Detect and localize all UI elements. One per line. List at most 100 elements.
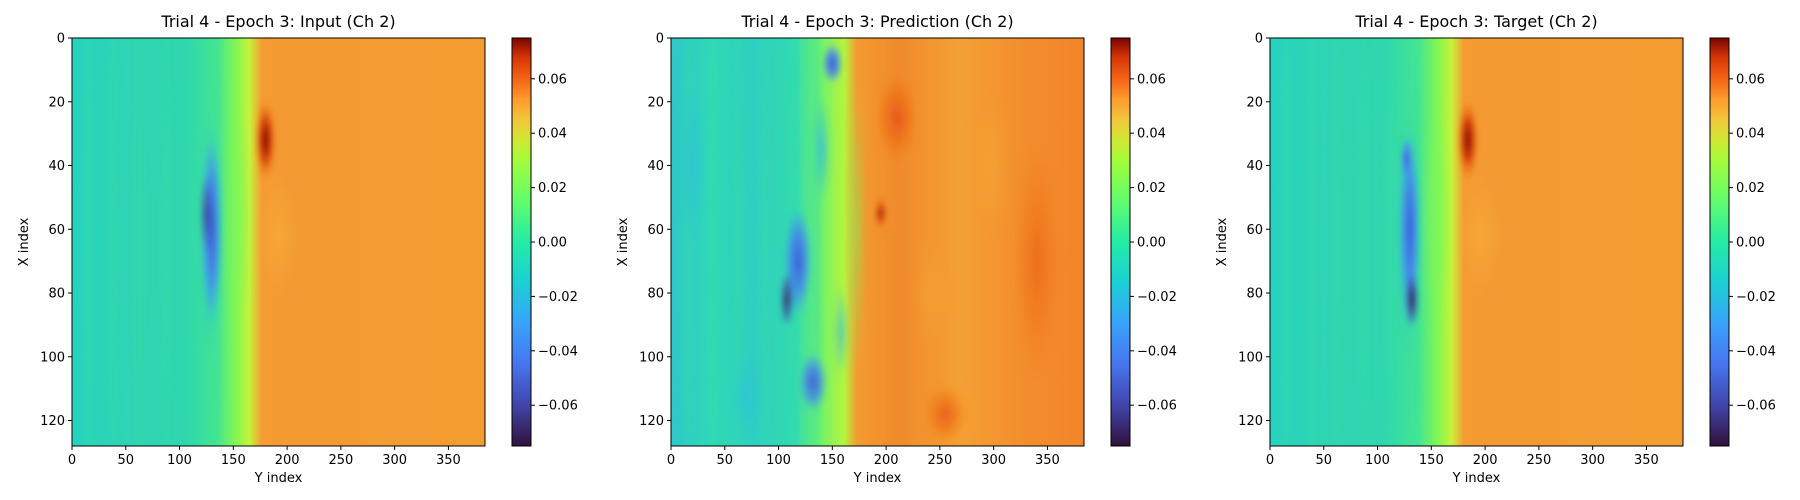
heatmap-panel-3: Trial 4 - Epoch 3: Target (Ch 2) 0 50 100 15…	[1215, 12, 1776, 486]
x-tick-label: 300	[1580, 453, 1605, 468]
colorbar-tick-label: 0.02	[538, 181, 567, 196]
colorbar-tick-label: 0.04	[1137, 127, 1166, 142]
y-tick-label: 60	[1246, 223, 1263, 238]
y-tick-label: 100	[1238, 350, 1263, 365]
field-feature	[707, 38, 718, 446]
colorbar-tick-label: 0.04	[538, 127, 567, 142]
field-feature	[728, 355, 765, 435]
colorbar-tick-label: 0.00	[538, 236, 567, 251]
y-axis-label: X index	[1215, 217, 1230, 266]
plot-frame	[71, 37, 486, 447]
field-feature	[160, 38, 171, 446]
colorbar: 0.06 0.04 0.02 0.00 −0.02 −0.04 −0.06	[1110, 37, 1177, 447]
y-tick-label: 60	[48, 223, 65, 238]
x-tick-label: 100	[766, 453, 791, 468]
x-tick-label: 100	[167, 453, 192, 468]
field-feature	[1306, 38, 1317, 446]
field-feature	[822, 43, 843, 84]
y-tick-label: 120	[40, 414, 65, 429]
x-tick-label: 150	[1419, 453, 1444, 468]
y-tick-label: 80	[48, 287, 65, 302]
y-axis-label: X index	[17, 217, 32, 266]
heatmap-image	[1270, 38, 1683, 446]
y-tick-label: 0	[1255, 32, 1263, 47]
field-feature	[1358, 38, 1369, 446]
field-feature	[832, 283, 849, 380]
y-tick-label: 20	[1246, 95, 1263, 110]
x-tick-label: 0	[1266, 453, 1274, 468]
heatmap-panel-1: Trial 4 - Epoch 3: Input (Ch 2) 0 50 100 150…	[17, 12, 578, 486]
colorbar-tick-label: 0.00	[1736, 236, 1765, 251]
field-feature	[258, 175, 299, 296]
plot-frame	[670, 37, 1085, 447]
field-feature	[186, 38, 197, 446]
colorbar-tick-label: 0.06	[1137, 72, 1166, 87]
x-tick-label: 100	[1365, 453, 1390, 468]
x-tick-label: 50	[717, 453, 734, 468]
heatmap-features	[83, 38, 299, 446]
field-feature	[134, 38, 145, 446]
colorbar-gradient	[511, 37, 532, 447]
colorbar-tick-label: −0.02	[1137, 290, 1177, 305]
field-feature	[874, 197, 887, 230]
x-tick-label: 200	[1473, 453, 1498, 468]
x-tick-label: 0	[667, 453, 675, 468]
field-feature	[1457, 100, 1478, 180]
chart-title: Trial 4 - Epoch 3: Target (Ch 2)	[1354, 12, 1597, 31]
field-feature	[1332, 38, 1343, 446]
colorbar-tick-label: −0.06	[1736, 399, 1776, 414]
field-feature	[1012, 141, 1061, 382]
heatmap-image	[72, 38, 485, 446]
x-tick-label: 50	[1316, 453, 1333, 468]
x-tick-label: 250	[927, 453, 952, 468]
y-tick-label: 0	[57, 32, 65, 47]
x-tick-label: 200	[874, 453, 899, 468]
field-feature	[108, 38, 119, 446]
heatmap-features	[1281, 38, 1501, 446]
x-tick-label: 50	[118, 453, 135, 468]
heatmap-features	[678, 38, 1061, 446]
field-feature	[1460, 175, 1501, 296]
y-tick-label: 80	[647, 287, 664, 302]
x-tick-label: 150	[820, 453, 845, 468]
field-feature	[812, 94, 831, 205]
colorbar-tick-label: −0.04	[1137, 344, 1177, 359]
colorbar: 0.06 0.04 0.02 0.00 −0.02 −0.04 −0.06	[511, 37, 578, 447]
x-axis-label: Y index	[1452, 471, 1501, 486]
field-feature	[759, 38, 770, 446]
field-feature	[1400, 137, 1413, 182]
colorbar: 0.06 0.04 0.02 0.00 −0.02 −0.04 −0.06	[1709, 37, 1776, 447]
y-tick-label: 100	[40, 350, 65, 365]
colorbar-tick-label: 0.06	[538, 72, 567, 87]
field-feature	[1281, 38, 1292, 446]
colorbar-tick-label: −0.04	[538, 344, 578, 359]
field-feature	[911, 233, 948, 353]
colorbar-gradient	[1709, 37, 1730, 447]
y-tick-label: 0	[656, 32, 664, 47]
x-tick-label: 300	[382, 453, 407, 468]
field-feature	[780, 271, 795, 328]
colorbar-tick-label: 0.00	[1137, 236, 1166, 251]
x-axis-label: Y index	[853, 471, 902, 486]
field-feature	[255, 100, 276, 180]
x-tick-label: 250	[1526, 453, 1551, 468]
y-tick-label: 20	[647, 95, 664, 110]
field-feature	[874, 72, 919, 163]
colorbar-tick-label: −0.02	[1736, 290, 1776, 305]
y-tick-label: 80	[1246, 287, 1263, 302]
field-feature	[678, 85, 707, 246]
heatmap-image	[671, 38, 1084, 446]
plot-frame	[1269, 37, 1684, 447]
y-tick-label: 20	[48, 95, 65, 110]
colorbar-tick-label: 0.04	[1736, 127, 1765, 142]
x-tick-label: 0	[68, 453, 76, 468]
y-tick-label: 120	[639, 414, 664, 429]
y-tick-label: 40	[647, 159, 664, 174]
field-feature	[83, 38, 94, 446]
heatmap-panel-2: Trial 4 - Epoch 3: Prediction (Ch 2) 0 50 1…	[616, 12, 1177, 486]
y-tick-label: 120	[1238, 414, 1263, 429]
field-feature	[798, 352, 827, 413]
colorbar-tick-label: −0.04	[1736, 344, 1776, 359]
x-tick-label: 350	[436, 453, 461, 468]
colorbar-tick-label: −0.06	[538, 399, 578, 414]
